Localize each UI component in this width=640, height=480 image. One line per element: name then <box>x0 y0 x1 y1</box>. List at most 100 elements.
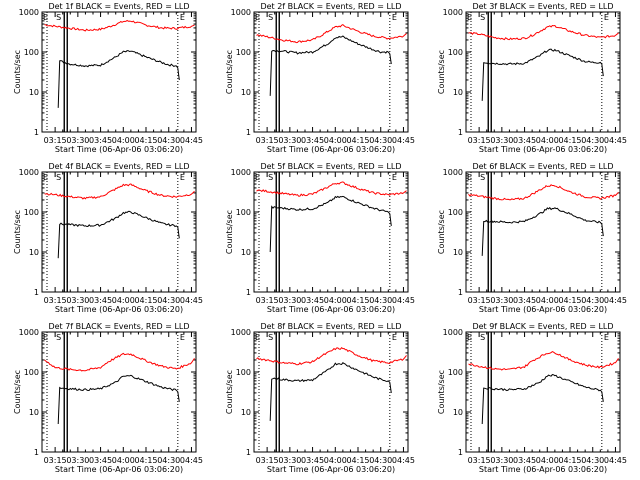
panel-det-9: Det 9f BLACK = Events, RED = LLD 1 10 100 10… <box>437 322 627 474</box>
start-marker-label: S <box>56 333 61 342</box>
x-tick-label: 03:30 <box>278 456 301 465</box>
x-tick-label: 03:30 <box>278 136 301 145</box>
y-axis-label: Counts/sec <box>225 210 234 254</box>
plot-frame <box>41 331 197 453</box>
y-axis-label: Counts/sec <box>225 50 234 94</box>
x-tick-label: 04:30 <box>581 456 604 465</box>
left-marker-label: E <box>255 333 260 342</box>
y-tick-label: 1000 <box>19 328 39 337</box>
start-marker-label: S <box>480 173 485 182</box>
x-tick-label: 04:45 <box>392 456 415 465</box>
end-marker-label: E <box>392 173 397 182</box>
plot-frame <box>465 331 621 453</box>
x-tick-label: 04:45 <box>180 296 203 305</box>
x-tick-label: 03:45 <box>89 456 112 465</box>
x-tick-label: 04:00 <box>536 296 559 305</box>
lld-rate-line <box>44 19 195 32</box>
y-tick-label: 10 <box>29 88 39 97</box>
plot-frame <box>253 11 409 133</box>
x-tick-label: 03:45 <box>301 136 324 145</box>
events-rate-line <box>57 374 180 425</box>
panel-det-3: Det 3f BLACK = Events, RED = LLD 1 10 100 10… <box>437 2 627 154</box>
left-marker-label: E <box>467 333 472 342</box>
x-tick-label: 04:15 <box>134 296 157 305</box>
x-tick-label: 04:30 <box>369 136 392 145</box>
lld-rate-line <box>44 183 195 200</box>
end-marker-label: E <box>604 173 609 182</box>
y-tick-label: 1 <box>34 448 39 457</box>
panel-title: Det 9f BLACK = Events, RED = LLD <box>472 322 613 331</box>
x-tick-label: 04:45 <box>180 456 203 465</box>
plot-frame <box>253 331 409 453</box>
y-tick-label: 1 <box>246 288 251 297</box>
x-axis-label: Start Time (06-Apr-06 03:06:20) <box>267 305 395 314</box>
x-tick-label: 04:45 <box>392 136 415 145</box>
end-marker-label: E <box>180 333 185 342</box>
x-tick-label: 04:30 <box>581 296 604 305</box>
x-tick-label: 03:45 <box>301 456 324 465</box>
events-rate-line <box>269 362 392 421</box>
x-axis-label: Start Time (06-Apr-06 03:06:20) <box>267 145 395 154</box>
start-marker-label: S <box>268 173 273 182</box>
y-tick-label: 1 <box>458 448 463 457</box>
x-tick-label: 03:15 <box>468 456 491 465</box>
y-axis-label: Counts/sec <box>13 210 22 254</box>
y-tick-label: 1 <box>458 288 463 297</box>
x-tick-label: 03:30 <box>66 296 89 305</box>
y-tick-label: 1000 <box>231 8 251 17</box>
x-axis-label: Start Time (06-Apr-06 03:06:20) <box>55 465 183 474</box>
x-axis-label: Start Time (06-Apr-06 03:06:20) <box>55 145 183 154</box>
panel-det-2: Det 2f BLACK = Events, RED = LLD 1 10 100 10… <box>225 2 415 154</box>
panel-title: Det 7f BLACK = Events, RED = LLD <box>48 322 189 331</box>
lld-rate-line <box>44 352 195 372</box>
x-tick-label: 04:00 <box>112 136 135 145</box>
lld-rate-line <box>468 184 619 201</box>
events-rate-line <box>269 195 392 253</box>
x-tick-label: 03:15 <box>44 456 67 465</box>
x-axis-label: Start Time (06-Apr-06 03:06:20) <box>479 145 607 154</box>
y-tick-label: 10 <box>241 248 251 257</box>
x-tick-label: 04:15 <box>134 136 157 145</box>
y-axis-label: Counts/sec <box>437 210 446 254</box>
y-tick-label: 10 <box>29 248 39 257</box>
x-tick-label: 04:30 <box>157 456 180 465</box>
y-axis-label: Counts/sec <box>13 370 22 414</box>
lld-rate-line <box>468 351 619 371</box>
panel-title: Det 3f BLACK = Events, RED = LLD <box>472 2 613 11</box>
y-tick-label: 10 <box>241 88 251 97</box>
x-tick-label: 04:00 <box>324 296 347 305</box>
y-tick-label: 1000 <box>19 168 39 177</box>
x-tick-label: 04:15 <box>346 296 369 305</box>
y-tick-label: 10 <box>453 408 463 417</box>
x-tick-label: 04:15 <box>134 456 157 465</box>
x-tick-label: 04:15 <box>558 136 581 145</box>
start-marker-label: S <box>56 173 61 182</box>
x-tick-label: 04:00 <box>112 296 135 305</box>
y-tick-label: 1 <box>246 448 251 457</box>
x-tick-label: 04:15 <box>558 456 581 465</box>
x-tick-label: 04:15 <box>346 136 369 145</box>
panel-det-1: Det 1f BLACK = Events, RED = LLD 1 10 100 10… <box>13 2 203 154</box>
x-tick-label: 03:45 <box>513 456 536 465</box>
x-tick-label: 03:30 <box>490 296 513 305</box>
plot-frame <box>41 171 197 293</box>
x-tick-label: 03:15 <box>256 296 279 305</box>
y-tick-label: 10 <box>29 408 39 417</box>
y-tick-label: 1000 <box>19 8 39 17</box>
x-tick-label: 03:15 <box>468 296 491 305</box>
x-tick-label: 04:00 <box>536 136 559 145</box>
lld-rate-line <box>256 347 407 366</box>
x-tick-label: 04:30 <box>157 296 180 305</box>
lld-rate-line <box>468 24 619 41</box>
x-tick-label: 03:45 <box>89 136 112 145</box>
events-rate-line <box>57 210 180 259</box>
x-tick-label: 03:45 <box>301 296 324 305</box>
x-tick-label: 04:15 <box>346 456 369 465</box>
y-tick-label: 100 <box>448 208 463 217</box>
x-axis-label: Start Time (06-Apr-06 03:06:20) <box>479 305 607 314</box>
left-marker-label: E <box>43 173 48 182</box>
y-tick-label: 1 <box>34 288 39 297</box>
y-tick-label: 10 <box>241 408 251 417</box>
panel-title: Det 8f BLACK = Events, RED = LLD <box>260 322 401 331</box>
